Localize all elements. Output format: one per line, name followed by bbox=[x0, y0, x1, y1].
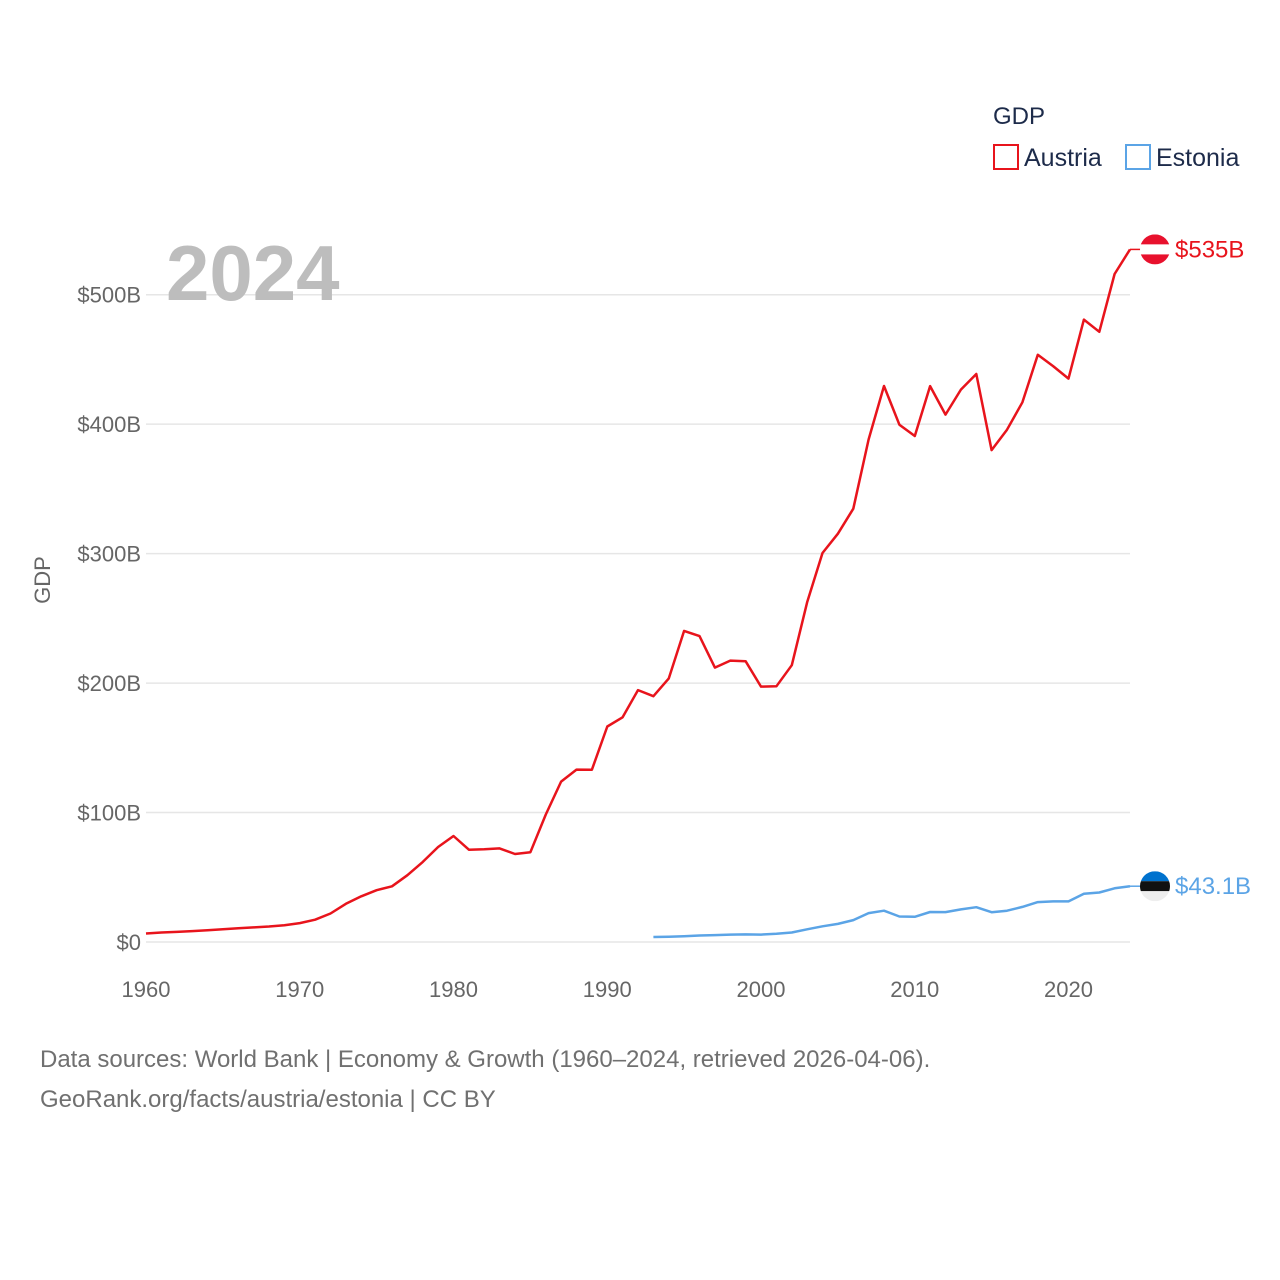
estonia-flag-icon bbox=[1140, 871, 1170, 902]
series-line-austria[interactable] bbox=[145, 248, 1132, 935]
x-axis-ticks: 1960 1970 1980 1990 2000 2010 2020 bbox=[122, 977, 1093, 1002]
series-lines bbox=[145, 248, 1132, 939]
y-tick-label: $300B bbox=[77, 542, 141, 567]
year-label: 2024 bbox=[166, 229, 340, 317]
x-tick-label: 2010 bbox=[890, 977, 939, 1002]
x-tick-label: 1980 bbox=[429, 977, 478, 1002]
legend-label-austria: Austria bbox=[1024, 144, 1102, 172]
legend-swatch-austria bbox=[993, 144, 1019, 170]
source-link[interactable]: GeoRank.org/facts/austria/estonia | CC B… bbox=[40, 1086, 496, 1113]
legend-swatch-estonia bbox=[1125, 144, 1151, 170]
legend-label-estonia: Estonia bbox=[1156, 144, 1239, 172]
data-sources-text: Data sources: World Bank | Economy & Gro… bbox=[40, 1046, 931, 1073]
series-line-estonia[interactable] bbox=[653, 884, 1131, 939]
end-markers: $535B $43.1B bbox=[1130, 234, 1251, 902]
x-tick-label: 2020 bbox=[1044, 977, 1093, 1002]
austria-flag-icon bbox=[1140, 234, 1170, 265]
y-axis-label: GDP bbox=[30, 556, 55, 604]
y-tick-label: $0 bbox=[117, 930, 141, 955]
y-tick-label: $100B bbox=[77, 801, 141, 826]
grid-lines bbox=[146, 293, 1130, 943]
end-value-label-austria: $535B bbox=[1175, 236, 1244, 263]
y-tick-label: $500B bbox=[77, 283, 141, 308]
x-tick-label: 1970 bbox=[275, 977, 324, 1002]
gdp-chart: $0 $100B $200B $300B $400B $500B 1960 1970 1980… bbox=[30, 103, 1251, 1002]
legend: GDP Austria Estonia bbox=[993, 103, 1239, 172]
end-value-label-estonia: $43.1B bbox=[1175, 873, 1251, 900]
y-axis-ticks: $0 $100B $200B $300B $400B $500B bbox=[77, 283, 141, 955]
legend-title: GDP bbox=[993, 103, 1045, 130]
y-tick-label: $200B bbox=[77, 671, 141, 696]
legend-item-austria[interactable]: Austria bbox=[993, 144, 1102, 172]
x-tick-label: 1960 bbox=[122, 977, 171, 1002]
footer: Data sources: World Bank | Economy & Gro… bbox=[40, 1040, 930, 1120]
y-tick-label: $400B bbox=[77, 412, 141, 437]
x-tick-label: 1990 bbox=[583, 977, 632, 1002]
legend-item-estonia[interactable]: Estonia bbox=[1125, 144, 1239, 172]
x-tick-label: 2000 bbox=[737, 977, 786, 1002]
